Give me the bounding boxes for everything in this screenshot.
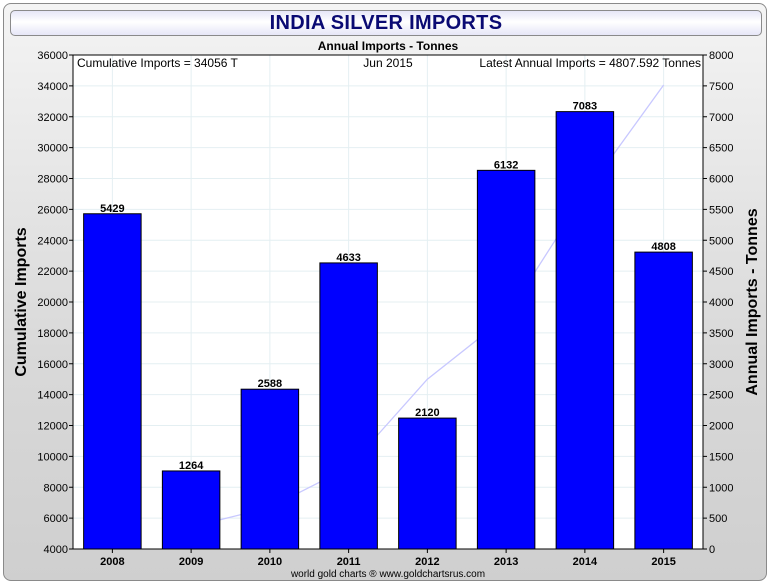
y-left-tick-label: 14000 <box>37 390 68 402</box>
bar-2014 <box>555 111 615 550</box>
date-annotation: Jun 2015 <box>363 56 413 70</box>
y-left-tick-label: 22000 <box>37 266 68 278</box>
x-tick-label: 2008 <box>100 556 124 568</box>
bar-value-label: 2588 <box>258 378 282 390</box>
x-tick-label: 2011 <box>337 556 361 568</box>
y-right-tick-label: 4000 <box>709 297 733 309</box>
bar-value-label: 4633 <box>336 252 360 264</box>
y-left-tick-label: 30000 <box>37 143 68 155</box>
bars-layer: 5429 1264 2588 4633 2120 6132 7083 4808 <box>83 101 693 550</box>
y-right-tick-label: 4500 <box>709 266 733 278</box>
bar-value-label: 1264 <box>179 460 204 472</box>
y-right-tick-label: 6500 <box>709 143 733 155</box>
y-left-tick-label: 6000 <box>44 513 68 525</box>
y-left-tick-label: 28000 <box>37 174 68 186</box>
y-left-tick-label: 8000 <box>44 482 68 494</box>
bar-value-label: 5429 <box>100 203 124 215</box>
y-left-tick-label: 18000 <box>37 328 68 340</box>
bar-value-label: 2120 <box>415 407 439 419</box>
bar-2009 <box>161 470 221 550</box>
bar-2010 <box>240 388 300 550</box>
x-tick-label: 2014 <box>573 556 598 568</box>
x-tick-label: 2013 <box>494 556 518 568</box>
y-right-tick-label: 3000 <box>709 359 733 371</box>
bar-2013 <box>476 169 536 550</box>
y-left-tick-label: 26000 <box>37 204 68 216</box>
y-axis-left-title: Cumulative Imports <box>13 227 30 376</box>
y-right-tick-label: 8000 <box>709 50 733 62</box>
y-right-tick-label: 500 <box>709 513 727 525</box>
y-right-tick-label: 7000 <box>709 112 733 124</box>
chart-title-bar: INDIA SILVER IMPORTS <box>10 10 762 36</box>
y-left-tick-label: 12000 <box>37 421 68 433</box>
bar-value-label: 7083 <box>573 101 597 113</box>
x-tick-label: 2012 <box>415 556 439 568</box>
chart-subtitle: Annual Imports - Tonnes <box>318 39 459 53</box>
cumulative-annotation: Cumulative Imports = 34056 T <box>77 56 239 70</box>
y-axis-right-title: Annual Imports - Tonnes <box>744 208 761 395</box>
x-tick-label: 2009 <box>179 556 203 568</box>
y-right-tick-label: 6000 <box>709 174 733 186</box>
y-right-tick-label: 3500 <box>709 328 733 340</box>
y-right-tick-label: 1500 <box>709 451 733 463</box>
bar-2012 <box>398 417 457 550</box>
y-left-tick-label: 20000 <box>37 297 68 309</box>
y-left-tick-label: 4000 <box>44 544 68 556</box>
bar-2015 <box>634 251 693 550</box>
y-right-tick-label: 2500 <box>709 390 733 402</box>
chart-footer: world gold charts ® www.goldchartsrus.co… <box>290 569 485 580</box>
y-right-tick-label: 2000 <box>709 421 733 433</box>
bar-value-label: 4808 <box>651 241 675 253</box>
x-tick-label: 2010 <box>258 556 282 568</box>
y-right-tick-label: 5000 <box>709 235 733 247</box>
y-right-tick-label: 5500 <box>709 204 733 216</box>
bar-value-label: 6132 <box>494 159 518 171</box>
y-left-tick-label: 36000 <box>37 50 68 62</box>
y-left-tick-label: 32000 <box>37 112 68 124</box>
axes-layer: 4000600080001000012000140001600018000200… <box>37 50 733 568</box>
y-left-tick-label: 10000 <box>37 451 68 463</box>
bar-2011 <box>319 262 378 550</box>
latest-annual-annotation: Latest Annual Imports = 4807.592 Tonnes <box>479 56 701 70</box>
y-right-tick-label: 7500 <box>709 81 733 93</box>
chart-title: INDIA SILVER IMPORTS <box>269 12 503 34</box>
y-left-tick-label: 16000 <box>37 359 68 371</box>
y-left-tick-label: 34000 <box>37 81 68 93</box>
bar-2008 <box>83 213 142 550</box>
y-right-tick-label: 0 <box>709 544 715 556</box>
y-right-tick-label: 1000 <box>709 482 733 494</box>
y-left-tick-label: 24000 <box>37 235 68 247</box>
x-tick-label: 2015 <box>651 556 675 568</box>
